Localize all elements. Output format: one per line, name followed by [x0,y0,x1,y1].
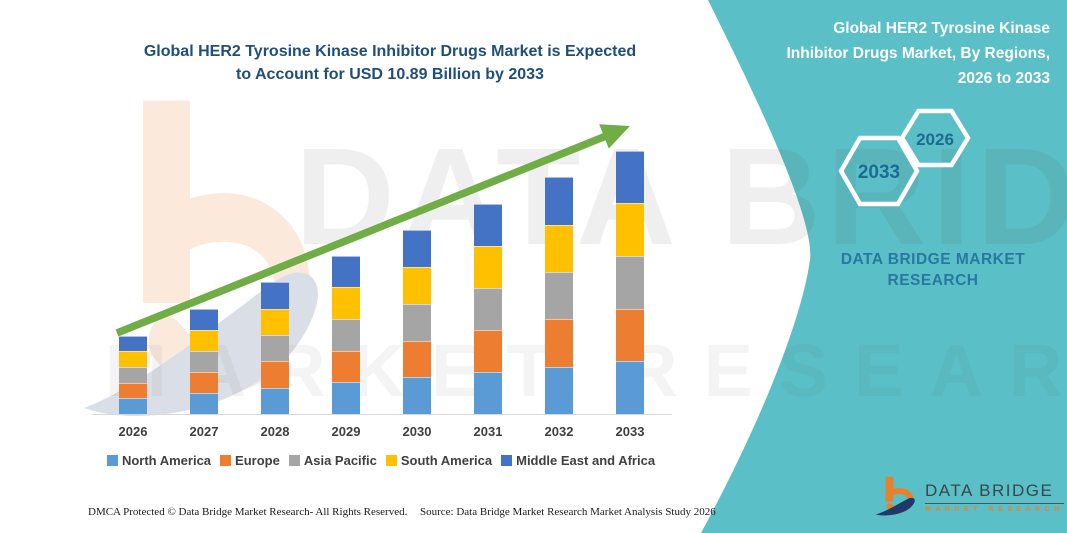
brand-wordmark: DATA BRIDGE MARKET RESEARCH [808,249,1058,291]
legend-item-asia-pacific: Asia Pacific [288,453,377,468]
panel-title-line3: 2026 to 2033 [957,70,1050,87]
bar-segment-2033-south-america [616,203,644,257]
x-axis-label-2031: 2031 [473,424,503,439]
bar-segment-2026-south-america [119,351,147,367]
bar-segment-2029-asia-pacific [332,319,360,351]
bar-segment-2028-asia-pacific [261,335,289,362]
bar-segment-2028-south-america [261,308,289,336]
bar-segment-2026-asia-pacific [119,366,147,383]
legend-label: Middle East and Africa [516,453,656,468]
bar-segment-2027-north-america [190,392,218,414]
bar-segment-2030-asia-pacific [403,303,431,341]
bar-segment-2027-middle-east-and-africa [190,308,218,330]
legend-swatch [501,455,513,466]
company-logo: DATA BRIDGE MARKET RESEARCH [872,474,1064,520]
bar-segment-2032-north-america [545,366,573,414]
bar-segment-2026-north-america [119,398,147,414]
bar-segment-2032-europe [545,319,573,367]
hexagon-2033: 2033 [838,135,920,207]
legend-swatch [385,455,397,466]
bar-segment-2031-europe [474,329,502,372]
hexagon-2033-label: 2033 [858,162,900,183]
bar-segment-2029-north-america [332,382,360,414]
x-axis-label-2032: 2032 [544,424,574,439]
legend-swatch [220,455,232,466]
bar-segment-2028-middle-east-and-africa [261,282,289,309]
hexagon-2026: 2026 [899,108,971,168]
x-axis-line [92,414,672,415]
hexagon-2026-label: 2026 [916,130,954,149]
bar-segment-2032-middle-east-and-africa [545,177,573,225]
legend-item-south-america: South America [385,453,493,468]
bar-segment-2026-europe [119,382,147,399]
bar-segment-2030-south-america [403,267,431,304]
bar-segment-2033-europe [616,308,644,362]
x-axis-label-2033: 2033 [615,424,645,439]
x-axis-label-2030: 2030 [402,424,432,439]
legend-item-middle-east-and-africa: Middle East and Africa [501,453,655,468]
bar-segment-2032-south-america [545,224,573,272]
bar-segment-2027-asia-pacific [190,350,218,372]
chart-title: Global HER2 Tyrosine Kinase Inhibitor Dr… [55,40,725,86]
bar-segment-2031-middle-east-and-africa [474,203,502,246]
source-footer-text: Source: Data Bridge Market Research Mark… [420,506,716,518]
legend-item-europe: Europe [220,453,280,468]
legend-label: South America [400,453,493,468]
x-axis-label-2028: 2028 [260,424,290,439]
bar-segment-2032-asia-pacific [545,271,573,320]
bar-segment-2033-middle-east-and-africa [616,150,644,204]
bar-segment-2029-south-america [332,287,360,320]
bar-segment-2031-asia-pacific [474,287,502,330]
bar-segment-2031-north-america [474,371,502,414]
bar-segment-2033-asia-pacific [616,256,644,309]
company-logo-subtitle: MARKET RESEARCH [925,506,1064,513]
bar-segment-2029-middle-east-and-africa [332,255,360,288]
company-logo-name: DATA BRIDGE [925,481,1064,504]
x-axis-label-2027: 2027 [189,424,219,439]
bar-segment-2028-north-america [261,387,289,414]
brand-wordmark-line1: DATA BRIDGE MARKET [840,251,1026,268]
bar-segment-2029-europe [332,350,360,383]
bar-segment-2027-south-america [190,329,218,351]
legend-swatch [288,455,300,466]
chart-title-line2: to Account for USD 10.89 Billion by 2033 [236,66,544,83]
bar-segment-2030-north-america [403,377,431,414]
panel-title-line2: Inhibitor Drugs Market, By Regions, [786,45,1050,62]
legend-label: Europe [235,453,280,468]
legend-item-north-america: North America [106,453,212,468]
panel-title: Global HER2 Tyrosine Kinase Inhibitor Dr… [712,16,1050,91]
bar-segment-2030-middle-east-and-africa [403,230,431,268]
chart-legend: North America Europe Asia Pacific South Ame… [85,453,677,468]
legend-label: North America [121,453,212,468]
bar-segment-2033-north-america [616,361,644,414]
legend-swatch [106,455,118,466]
bar-segment-2027-europe [190,371,218,393]
dmca-footer-text: DMCA Protected © Data Bridge Market Rese… [88,506,408,518]
bar-segment-2026-middle-east-and-africa [119,335,147,352]
x-axis-label-2026: 2026 [118,424,148,439]
panel-title-line1: Global HER2 Tyrosine Kinase [833,20,1050,37]
chart-title-line1: Global HER2 Tyrosine Kinase Inhibitor Dr… [143,43,637,60]
bar-segment-2028-europe [261,361,289,388]
year-hexagons: 2033 2026 [838,108,971,207]
x-axis-label-2029: 2029 [331,424,361,439]
bar-segment-2031-south-america [474,245,502,288]
brand-wordmark-line2: RESEARCH [887,272,979,289]
bar-segment-2030-europe [403,340,431,378]
company-logo-icon [875,476,915,516]
legend-label: Asia Pacific [303,453,377,468]
